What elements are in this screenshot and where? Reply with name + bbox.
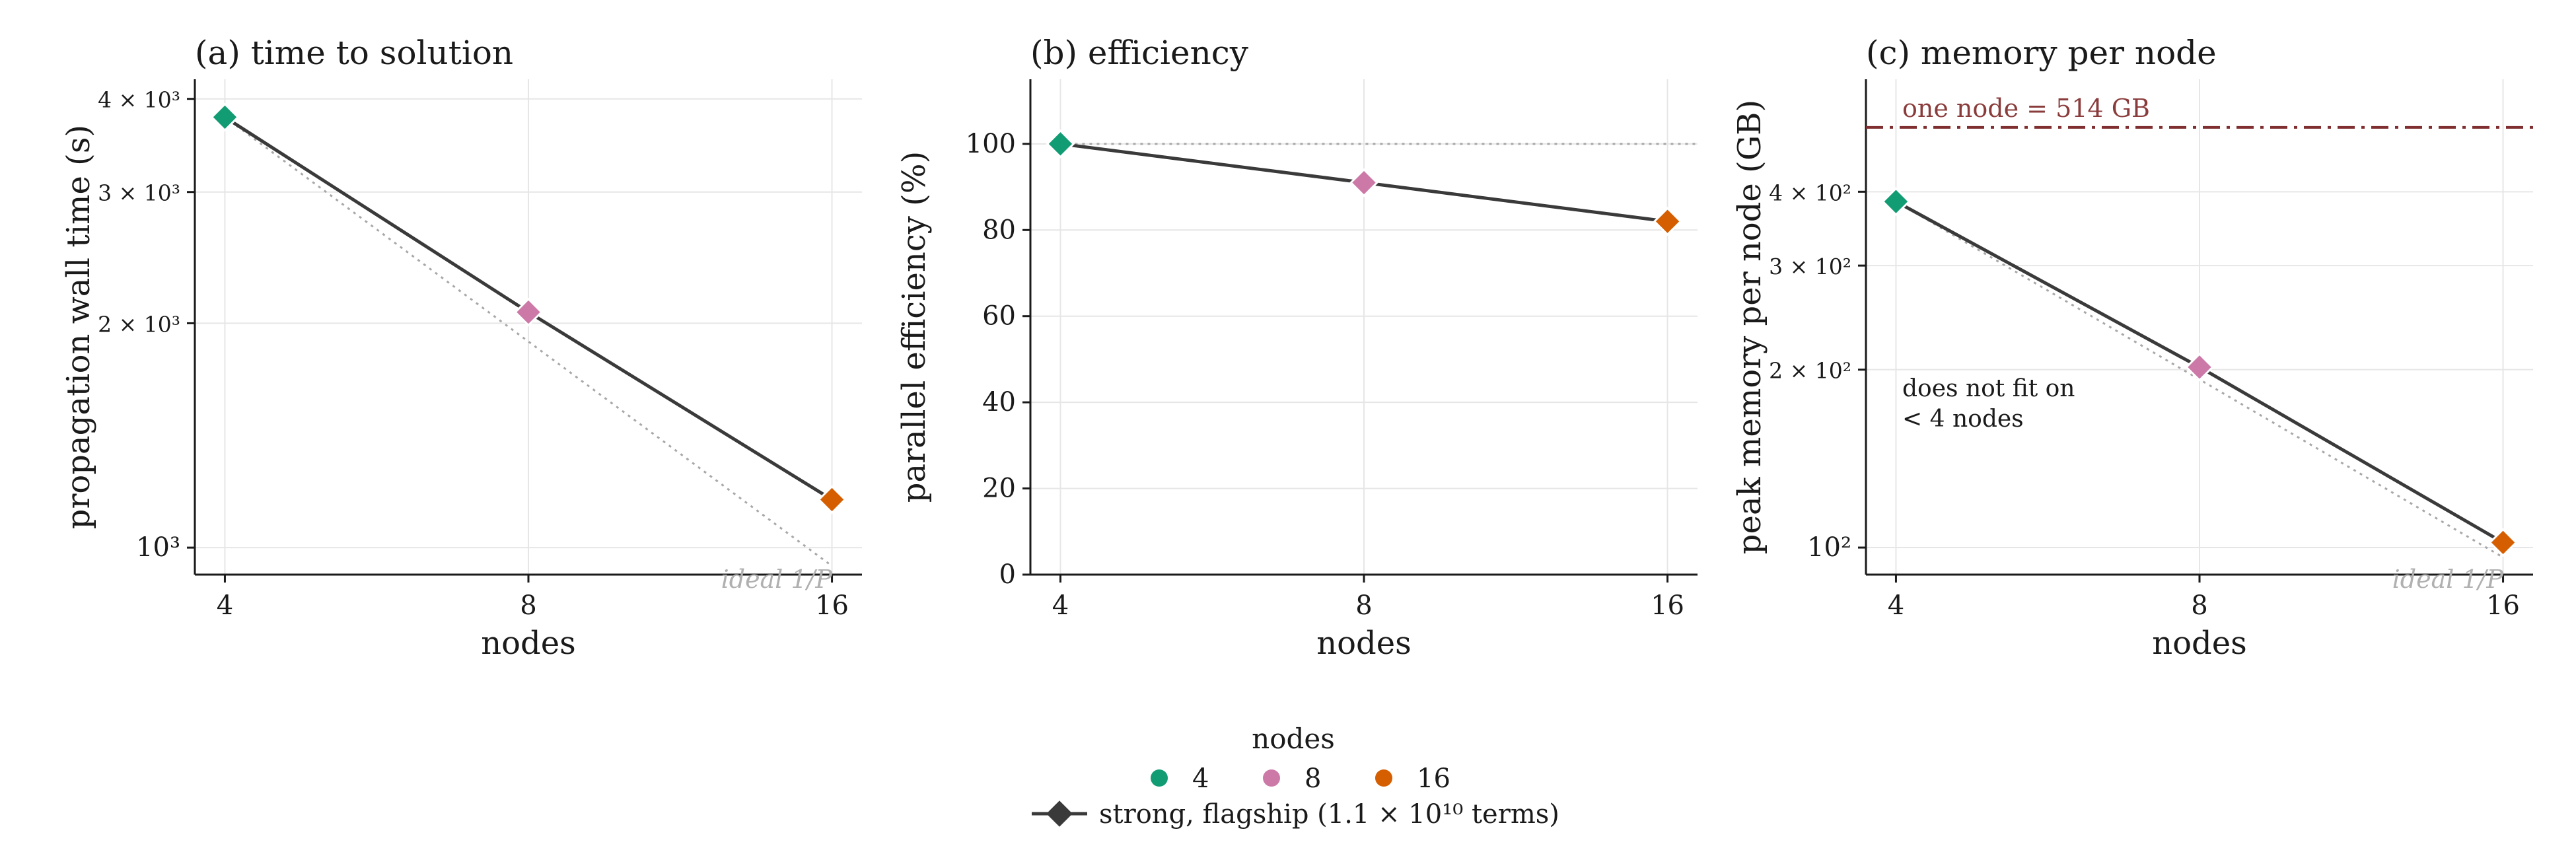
ideal-label: ideal 1/P — [721, 565, 834, 594]
x-tick-label-1: 8 — [520, 590, 536, 621]
legend-marker-8 — [1263, 769, 1280, 787]
panel-title: (c) memory per node — [1866, 34, 2217, 72]
data-point-4-nodes — [210, 102, 240, 132]
x-tick-label-0: 4 — [217, 590, 233, 621]
x-axis-label: nodes — [2152, 625, 2247, 662]
x-axis-label: nodes — [481, 625, 576, 662]
ideal-scaling-line — [1895, 200, 2504, 559]
annotation-line-1: < 4 nodes — [1902, 406, 2024, 433]
legend-marker-16 — [1375, 769, 1392, 787]
data-point-8-nodes — [1349, 168, 1378, 197]
legend-line-label: strong, flagship (1.1 × 10¹⁰ terms) — [1099, 799, 1559, 830]
y-tick-label-0: 10² — [1807, 532, 1851, 563]
panel-title: (b) efficiency — [1030, 34, 1249, 72]
legend-label-16: 16 — [1417, 763, 1450, 794]
data-point-16-nodes — [1653, 207, 1682, 236]
reference-line-label: one node = 514 GB — [1902, 94, 2150, 123]
y-axis-label: propagation wall time (s) — [60, 125, 97, 530]
y-tick-label-4: 80 — [982, 215, 1016, 245]
y-tick-label-0: 0 — [999, 559, 1016, 590]
legend-marker-4 — [1151, 769, 1168, 787]
y-tick-label-2: 3 × 10² — [1769, 254, 1851, 279]
data-point-8-nodes — [514, 297, 543, 327]
panel-efficiency: 4 8 16 0 20 40 60 80 100 (b) efficiency nodes paral… — [896, 34, 1698, 662]
y-tick-label-2: 3 × 10³ — [98, 180, 180, 206]
y-axis-label: peak memory per node (GB) — [1731, 100, 1768, 554]
y-tick-label-1: 2 × 10³ — [98, 311, 180, 337]
panel-memory-per-node: 4 8 16 10² 2 × 10² 3 × 10² 4 × 10² (c) memory p… — [1731, 34, 2533, 662]
y-tick-label-1: 20 — [982, 474, 1016, 504]
y-tick-label-3: 4 × 10² — [1769, 180, 1851, 205]
data-point-16-nodes — [2488, 528, 2518, 557]
legend-label-4: 4 — [1192, 763, 1209, 794]
panel-time-to-solution: 4 8 16 10³ 2 × 10³ 3 × 10³ 4 × 10³ (a) time to … — [60, 34, 862, 662]
x-tick-label-2: 16 — [815, 590, 849, 621]
x-tick-label-0: 4 — [1888, 590, 1904, 621]
legend-line-marker — [1046, 800, 1073, 827]
x-tick-label-2: 16 — [1651, 590, 1684, 621]
ideal-scaling-line — [224, 116, 833, 567]
legend-items: 4 8 16 — [1151, 763, 1450, 794]
y-tick-label-3: 4 × 10³ — [98, 87, 180, 113]
data-point-4-nodes — [1046, 129, 1075, 159]
data-point-16-nodes — [817, 485, 847, 515]
x-axis-label: nodes — [1316, 625, 1412, 662]
x-tick-label-1: 8 — [1355, 590, 1372, 621]
x-tick-label-2: 16 — [2486, 590, 2520, 621]
y-tick-label-2: 40 — [982, 387, 1016, 417]
legend: nodes 4 8 16 strong, flagship (1.1 × 10¹⁰ … — [1032, 723, 1559, 830]
y-tick-label-3: 60 — [982, 301, 1016, 332]
data-point-8-nodes — [2185, 352, 2214, 382]
annotation-line-0: does not fit on — [1902, 375, 2075, 402]
panel-title: (a) time to solution — [195, 34, 513, 72]
legend-label-8: 8 — [1305, 763, 1321, 794]
ideal-label: ideal 1/P — [2392, 565, 2505, 594]
x-tick-label-0: 4 — [1052, 590, 1069, 621]
x-tick-label-1: 8 — [2191, 590, 2207, 621]
y-tick-label-5: 100 — [966, 129, 1016, 159]
y-tick-label-0: 10³ — [136, 532, 180, 563]
y-tick-label-1: 2 × 10² — [1769, 358, 1851, 384]
data-point-4-nodes — [1881, 187, 1911, 217]
y-axis-label: parallel efficiency (%) — [896, 151, 933, 503]
legend-title: nodes — [1252, 723, 1335, 755]
